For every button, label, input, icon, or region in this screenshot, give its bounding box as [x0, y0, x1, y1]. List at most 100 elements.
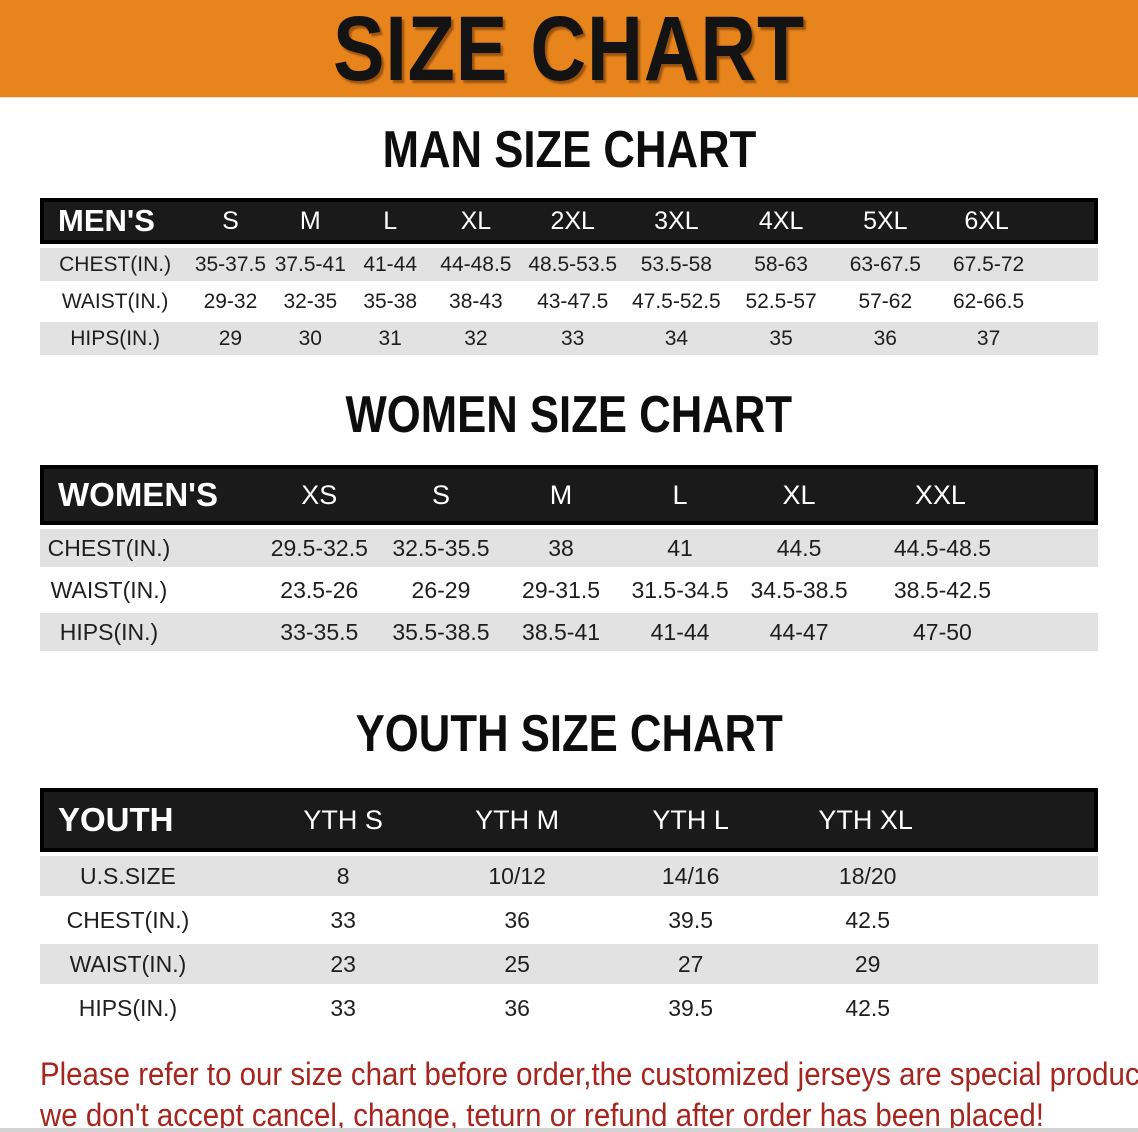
measurement-value: 38: [501, 529, 621, 567]
measurement-value: 47.5-52.5: [624, 285, 729, 318]
size-column-header: L: [349, 198, 431, 244]
measurement-row: WAIST(IN.) 29-32 32-35 35-38 38-43 43-47.5 47.…: [40, 285, 1098, 318]
measurement-label: CHEST(IN.): [40, 900, 256, 940]
youth-size-table: YOUTH YTH S YTH M YTH L YTH XL U.S.SIZE 8 10/12…: [40, 784, 1098, 1032]
measurement-value: 38-43: [430, 285, 522, 318]
disclaimer-line-2: we don't accept cancel, change, teturn o…: [40, 1097, 1044, 1132]
size-column-header: 5XL: [833, 198, 938, 244]
measurement-value: 33: [255, 988, 431, 1028]
measurement-value: 29: [190, 322, 271, 355]
size-column-header: 2XL: [521, 198, 624, 244]
measurement-value: 35-37.5: [190, 248, 271, 281]
men-table-wrap: MEN'S S M L XL 2XL 3XL 4XL 5XL 6XL CHEST(IN.) 35-37…: [0, 194, 1138, 359]
measurement-value: 41: [620, 529, 740, 567]
measurement-value: 42.5: [777, 900, 1098, 940]
measurement-value: 36: [833, 322, 938, 355]
table-group-label: MEN'S: [40, 198, 191, 244]
measurement-value: 39.5: [603, 900, 778, 940]
size-chart-banner: SIZE CHART: [0, 0, 1138, 98]
size-column-header: M: [501, 465, 621, 525]
measurement-value: 41-44: [620, 613, 740, 651]
bottom-edge-strip: [0, 1128, 1138, 1132]
measurement-value: 29.5-32.5: [257, 529, 381, 567]
women-size-table: WOMEN'S XS S M L XL XXL CHEST(IN.) 29.5-32.5 32.5…: [40, 461, 1098, 655]
measurement-value: 35: [728, 322, 834, 355]
page-title-text: SIZE CHART: [332, 0, 806, 100]
size-column-header: YTH L: [603, 788, 778, 852]
measurement-label: WAIST(IN.): [40, 285, 191, 318]
measurement-row: CHEST(IN.) 29.5-32.5 32.5-35.5 38 41 44.5 44.5…: [40, 529, 1098, 567]
measurement-value: 58-63: [728, 248, 834, 281]
measurement-value: 36: [430, 988, 604, 1028]
measurement-value: 44.5: [739, 529, 859, 567]
measurement-value: 23: [255, 944, 431, 984]
size-header-row: MEN'S S M L XL 2XL 3XL 4XL 5XL 6XL: [40, 198, 1098, 244]
measurement-value: 34.5-38.5: [739, 571, 859, 609]
measurement-row: CHEST(IN.) 33 36 39.5 42.5: [40, 900, 1098, 940]
size-column-header: L: [620, 465, 740, 525]
men-section-title: MAN SIZE CHART: [382, 121, 756, 179]
measurement-value: 52.5-57: [728, 285, 834, 318]
measurement-value: 42.5: [777, 988, 1098, 1028]
measurement-value: 39.5: [603, 988, 778, 1028]
size-column-header: XXL: [858, 465, 1098, 525]
measurement-value: 33: [255, 900, 431, 940]
measurement-row: U.S.SIZE 8 10/12 14/16 18/20: [40, 856, 1098, 896]
measurement-value: 30: [270, 322, 350, 355]
measurement-label: HIPS(IN.): [40, 988, 256, 1028]
measurement-value: 10/12: [430, 856, 604, 896]
measurement-label: WAIST(IN.): [40, 944, 256, 984]
measurement-row: HIPS(IN.) 33 36 39.5 42.5: [40, 988, 1098, 1028]
measurement-value: 44-47: [739, 613, 859, 651]
measurement-value: 25: [430, 944, 604, 984]
size-column-header: 4XL: [728, 198, 834, 244]
measurement-label: CHEST(IN.): [40, 248, 191, 281]
size-column-header: S: [190, 198, 271, 244]
measurement-value: 27: [603, 944, 778, 984]
measurement-value: 47-50: [858, 613, 1098, 651]
size-column-header: 3XL: [624, 198, 729, 244]
measurement-value: 44.5-48.5: [858, 529, 1098, 567]
measurement-value: 33: [521, 322, 624, 355]
measurement-value: 62-66.5: [937, 285, 1098, 318]
size-header-row: WOMEN'S XS S M L XL XXL: [40, 465, 1098, 525]
measurement-value: 36: [430, 900, 604, 940]
measurement-value: 35.5-38.5: [380, 613, 502, 651]
measurement-value: 37.5-41: [270, 248, 350, 281]
men-size-table: MEN'S S M L XL 2XL 3XL 4XL 5XL 6XL CHEST(IN.) 35-37…: [40, 194, 1098, 359]
page-title: SIZE CHART: [288, 0, 850, 98]
size-column-header: YTH M: [430, 788, 604, 852]
size-header-row: YOUTH YTH S YTH M YTH L YTH XL: [40, 788, 1098, 852]
measurement-row: WAIST(IN.) 23.5-26 26-29 29-31.5 31.5-34.5 34…: [40, 571, 1098, 609]
measurement-value: 32-35: [270, 285, 350, 318]
size-column-header: XL: [430, 198, 522, 244]
measurement-label: WAIST(IN.): [40, 571, 258, 609]
measurement-value: 41-44: [349, 248, 431, 281]
measurement-label: HIPS(IN.): [40, 322, 191, 355]
measurement-value: 67.5-72: [937, 248, 1098, 281]
measurement-value: 29-32: [190, 285, 271, 318]
table-group-label: YOUTH: [40, 788, 256, 852]
measurement-value: 14/16: [603, 856, 778, 896]
size-column-header: YTH S: [255, 788, 431, 852]
measurement-row: WAIST(IN.) 23 25 27 29: [40, 944, 1098, 984]
size-column-header: S: [380, 465, 502, 525]
measurement-row: HIPS(IN.) 33-35.5 35.5-38.5 38.5-41 41-44 44-…: [40, 613, 1098, 651]
youth-table-wrap: YOUTH YTH S YTH M YTH L YTH XL U.S.SIZE 8 10/12…: [0, 784, 1138, 1032]
measurement-value: 23.5-26: [257, 571, 381, 609]
size-column-header: XL: [739, 465, 859, 525]
measurement-label: HIPS(IN.): [40, 613, 258, 651]
measurement-label: U.S.SIZE: [40, 856, 256, 896]
measurement-value: 29: [777, 944, 1098, 984]
measurement-value: 34: [624, 322, 729, 355]
youth-section-title: YOUTH SIZE CHART: [355, 705, 783, 763]
size-column-header: 6XL: [937, 198, 1098, 244]
measurement-value: 31: [349, 322, 431, 355]
measurement-value: 8: [255, 856, 431, 896]
measurement-value: 44-48.5: [430, 248, 522, 281]
measurement-value: 63-67.5: [833, 248, 938, 281]
measurement-value: 33-35.5: [257, 613, 381, 651]
measurement-value: 29-31.5: [501, 571, 621, 609]
table-group-label: WOMEN'S: [40, 465, 258, 525]
disclaimer: Please refer to our size chart before or…: [0, 1054, 1138, 1132]
